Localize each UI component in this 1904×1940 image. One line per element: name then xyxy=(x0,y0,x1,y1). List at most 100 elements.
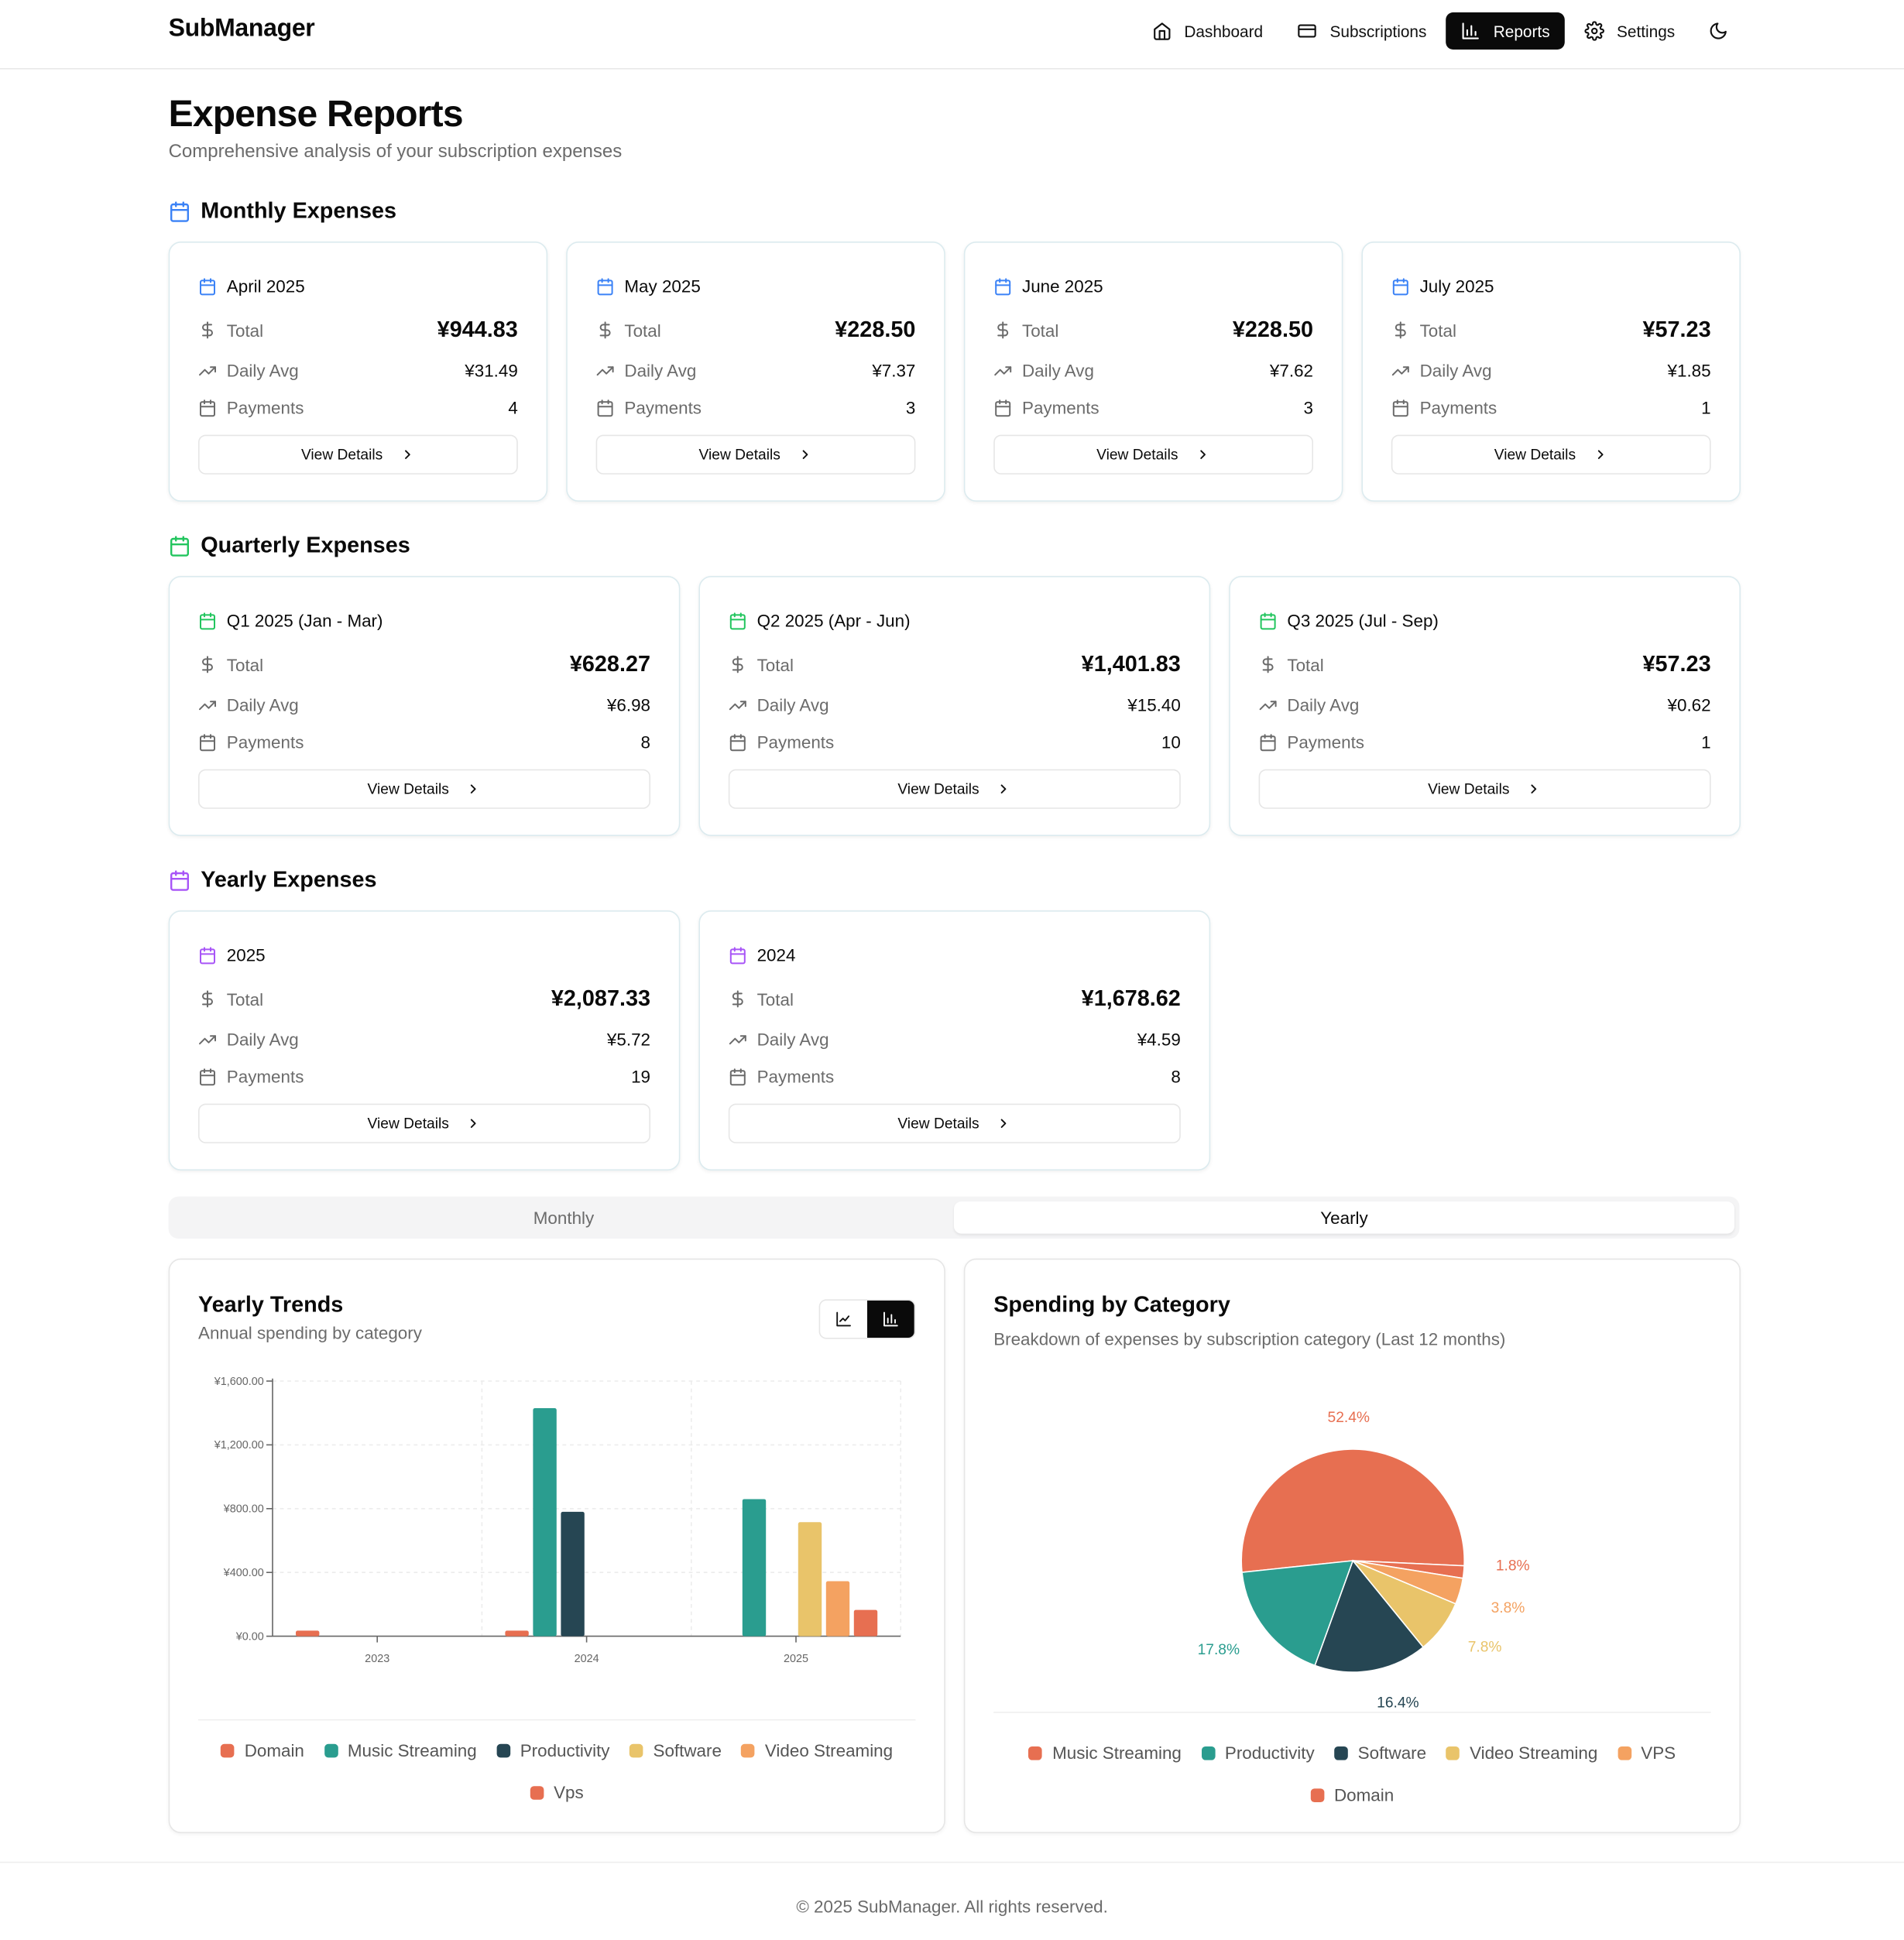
total-value: ¥944.83 xyxy=(437,317,518,342)
home-icon xyxy=(1153,22,1171,40)
daily-avg-value: ¥5.72 xyxy=(606,1029,650,1050)
view-details-button[interactable]: View Details xyxy=(728,769,1181,809)
card-daily-avg-row: Daily Avg ¥31.49 xyxy=(198,360,518,381)
trending-up-icon xyxy=(1391,365,1409,375)
legend-item[interactable]: Software xyxy=(630,1736,722,1763)
card-total-row: Total ¥628.27 xyxy=(198,652,650,678)
payments-label: Payments xyxy=(729,732,834,752)
daily-avg-label: Daily Avg xyxy=(198,361,299,380)
nav-subscriptions[interactable]: Subscriptions xyxy=(1283,12,1442,50)
total-value: ¥2,087.33 xyxy=(551,985,650,1011)
view-details-button[interactable]: View Details xyxy=(595,434,916,475)
card-payments-row: Payments 8 xyxy=(729,1066,1181,1087)
card-daily-avg-row: Daily Avg ¥4.59 xyxy=(729,1029,1181,1050)
theme-toggle-button[interactable] xyxy=(1700,12,1737,50)
calendar-icon xyxy=(1392,277,1408,295)
calendar-icon xyxy=(200,1068,216,1085)
bar-chart-toggle[interactable] xyxy=(867,1301,914,1338)
daily-avg-label: Daily Avg xyxy=(1259,695,1359,715)
tab-monthly[interactable]: Monthly xyxy=(533,1208,595,1228)
nav-settings[interactable]: Settings xyxy=(1570,12,1690,50)
footer-divider xyxy=(0,1861,1904,1863)
legend-swatch xyxy=(1310,1787,1325,1802)
main-nav: Dashboard Subscriptions Reports Settings xyxy=(1137,12,1738,50)
payments-label: Payments xyxy=(596,398,702,417)
legend-swatch xyxy=(1201,1746,1216,1760)
view-details-button[interactable]: View Details xyxy=(198,1103,650,1143)
payments-label-text: Payments xyxy=(756,1066,835,1087)
card-daily-avg-row: Daily Avg ¥5.72 xyxy=(198,1029,650,1050)
x-tick-label: 2024 xyxy=(575,1653,599,1665)
total-value: ¥228.50 xyxy=(1232,317,1313,342)
legend-item[interactable]: VPS xyxy=(1617,1739,1676,1766)
legend-swatch xyxy=(496,1743,510,1757)
payments-label-text: Payments xyxy=(226,732,304,752)
legend-item[interactable]: Productivity xyxy=(496,1736,610,1763)
trending-up-icon xyxy=(199,365,217,375)
calendar-icon xyxy=(729,1068,746,1085)
card-payments-row: Payments 10 xyxy=(729,732,1181,752)
period-tabs: Monthly Yearly xyxy=(168,1196,1740,1239)
nav-reports[interactable]: Reports xyxy=(1446,12,1565,50)
calendar-icon xyxy=(729,946,746,964)
calendar-icon xyxy=(200,946,216,964)
y-tick-label: ¥400.00 xyxy=(223,1567,264,1579)
card-total-row: Total ¥944.83 xyxy=(198,317,518,344)
view-details-label: View Details xyxy=(367,780,449,798)
daily-avg-label-text: Daily Avg xyxy=(226,1029,299,1050)
trending-up-icon xyxy=(994,365,1012,375)
quarterly-expense-card: Q1 2025 (Jan - Mar) Total ¥628.27 Daily … xyxy=(168,576,681,836)
page-title: Expense Reports xyxy=(168,94,464,135)
legend-item[interactable]: Music Streaming xyxy=(324,1736,477,1763)
legend-item[interactable]: Music Streaming xyxy=(1028,1739,1182,1766)
card-total-row: Total ¥228.50 xyxy=(993,317,1313,344)
dollar-icon xyxy=(599,321,611,339)
view-details-button[interactable]: View Details xyxy=(1391,434,1711,475)
view-details-button[interactable]: View Details xyxy=(993,434,1313,475)
card-total-row: Total ¥1,678.62 xyxy=(729,986,1181,1013)
app-brand[interactable]: SubManager xyxy=(168,15,315,43)
chevron-right-icon xyxy=(802,450,808,459)
daily-avg-value: ¥31.49 xyxy=(465,360,518,381)
monthly-expense-card: May 2025 Total ¥228.50 Daily Avg ¥7.37 P… xyxy=(566,242,945,502)
monthly-expense-card: July 2025 Total ¥57.23 Daily Avg ¥1.85 P… xyxy=(1361,242,1741,502)
daily-avg-value: ¥4.59 xyxy=(1137,1029,1181,1050)
dollar-icon xyxy=(202,990,213,1008)
legend-item[interactable]: Domain xyxy=(221,1736,304,1763)
bar-vps xyxy=(853,1609,878,1637)
payments-label-text: Payments xyxy=(1287,732,1364,752)
legend-swatch xyxy=(530,1785,544,1799)
legend-item[interactable]: Productivity xyxy=(1201,1739,1315,1766)
footer-copyright: © 2025 SubManager. All rights reserved. xyxy=(796,1896,1108,1917)
nav-dashboard[interactable]: Dashboard xyxy=(1137,12,1278,50)
payments-value: 8 xyxy=(640,732,650,752)
view-details-button[interactable]: View Details xyxy=(1258,769,1711,809)
view-details-button[interactable]: View Details xyxy=(198,769,650,809)
total-label-text: Total xyxy=(226,654,264,675)
card-payments-row: Payments 19 xyxy=(198,1067,650,1086)
legend-item[interactable]: Video Streaming xyxy=(741,1736,893,1763)
pie-slice-label: 1.8% xyxy=(1496,1558,1530,1575)
card-payments-row: Payments 3 xyxy=(993,398,1313,417)
pie-slice-music-streaming xyxy=(1240,1448,1465,1573)
card-period: 2025 xyxy=(198,945,266,965)
view-details-label: View Details xyxy=(300,446,383,464)
pie-slice-productivity xyxy=(1314,1559,1425,1673)
legend-item[interactable]: Video Streaming xyxy=(1446,1739,1597,1766)
legend-item[interactable]: Vps xyxy=(530,1779,584,1806)
quarterly-expense-card: Q2 2025 (Apr - Jun) Total ¥1,401.83 Dail… xyxy=(698,576,1211,836)
card-period-label: 2025 xyxy=(226,944,266,965)
chevron-right-icon xyxy=(471,1119,477,1128)
legend-label: Productivity xyxy=(1224,1743,1315,1763)
legend-item[interactable]: Domain xyxy=(1310,1781,1394,1808)
dollar-icon xyxy=(202,321,213,339)
legend-item[interactable]: Software xyxy=(1334,1739,1426,1766)
chevron-right-icon xyxy=(1001,784,1007,793)
line-chart-toggle[interactable] xyxy=(820,1301,867,1338)
view-details-button[interactable]: View Details xyxy=(728,1103,1181,1143)
yearly-trends-legend: Domain Music Streaming Productivity Softwar… xyxy=(198,1736,915,1806)
tab-yearly[interactable]: Yearly xyxy=(954,1201,1734,1234)
card-period: July 2025 xyxy=(1391,276,1494,296)
payments-label: Payments xyxy=(1259,732,1364,752)
view-details-button[interactable]: View Details xyxy=(198,434,518,475)
